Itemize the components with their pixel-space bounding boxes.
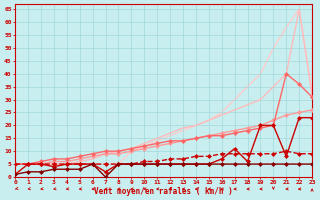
- X-axis label: Vent moyen/en rafales ( km/h ): Vent moyen/en rafales ( km/h ): [94, 187, 233, 196]
